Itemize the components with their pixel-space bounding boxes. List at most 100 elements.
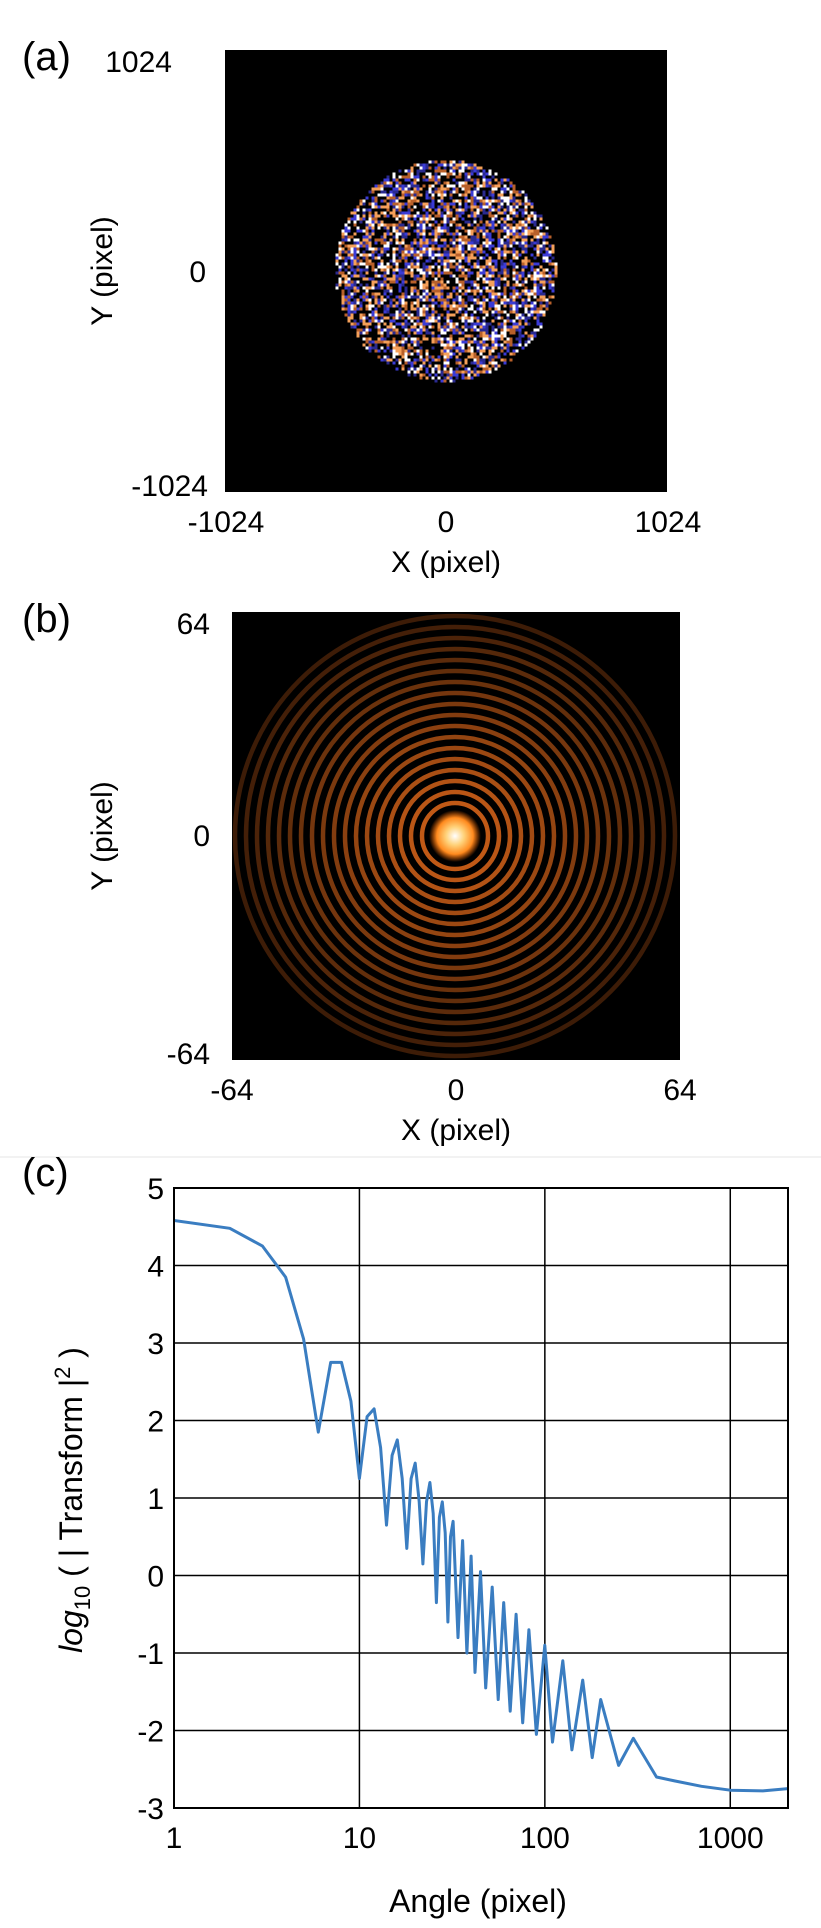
speckle-pixel — [536, 226, 540, 230]
speckle-pixel — [497, 244, 501, 248]
speckle-pixel — [545, 232, 549, 236]
speckle-pixel — [542, 244, 546, 248]
speckle-pixel — [404, 349, 408, 353]
speckle-pixel — [410, 364, 414, 368]
speckle-pixel — [488, 295, 492, 299]
speckle-pixel — [377, 325, 381, 329]
speckle-pixel — [512, 349, 516, 353]
speckle-pixel — [419, 232, 423, 236]
speckle-pixel — [470, 253, 474, 257]
speckle-pixel — [395, 358, 399, 362]
speckle-pixel — [512, 205, 516, 209]
speckle-pixel — [449, 163, 453, 167]
speckle-pixel — [443, 217, 447, 221]
speckle-pixel — [455, 214, 459, 218]
speckle-pixel — [374, 199, 378, 203]
speckle-pixel — [461, 160, 465, 164]
speckle-pixel — [413, 265, 417, 269]
speckle-pixel — [446, 361, 450, 365]
speckle-pixel — [341, 256, 345, 260]
speckle-pixel — [350, 286, 354, 290]
speckle-pixel — [413, 307, 417, 311]
speckle-pixel — [524, 193, 528, 197]
speckle-pixel — [431, 202, 435, 206]
speckle-pixel — [485, 244, 489, 248]
speckle-pixel — [395, 187, 399, 191]
speckle-pixel — [509, 301, 513, 305]
speckle-pixel — [392, 346, 396, 350]
speckle-pixel — [512, 289, 516, 293]
speckle-pixel — [344, 256, 348, 260]
speckle-pixel — [416, 259, 420, 263]
speckle-pixel — [509, 226, 513, 230]
speckle-pixel — [527, 316, 531, 320]
speckle-pixel — [404, 169, 408, 173]
speckle-pixel — [437, 199, 441, 203]
speckle-pixel — [431, 256, 435, 260]
speckle-pixel — [413, 163, 417, 167]
speckle-pixel — [413, 289, 417, 293]
speckle-pixel — [518, 304, 522, 308]
speckle-pixel — [404, 259, 408, 263]
speckle-pixel — [455, 367, 459, 371]
speckle-pixel — [377, 247, 381, 251]
speckle-pixel — [470, 193, 474, 197]
speckle-pixel — [446, 220, 450, 224]
speckle-pixel — [509, 304, 513, 308]
speckle-pixel — [446, 280, 450, 284]
speckle-pixel — [533, 211, 537, 215]
speckle-pixel — [500, 244, 504, 248]
speckle-pixel — [512, 241, 516, 245]
speckle-pixel — [494, 334, 498, 338]
speckle-pixel — [338, 280, 342, 284]
diffraction-ring — [353, 734, 557, 938]
speckle-pixel — [428, 178, 432, 182]
speckle-pixel — [434, 232, 438, 236]
panel-a-ylabel: Y (pixel) — [86, 216, 119, 325]
speckle-pixel — [404, 187, 408, 191]
speckle-pixel — [467, 256, 471, 260]
speckle-pixel — [491, 340, 495, 344]
speckle-pixel — [374, 286, 378, 290]
speckle-pixel — [497, 205, 501, 209]
speckle-pixel — [401, 367, 405, 371]
speckle-pixel — [470, 307, 474, 311]
speckle-pixel — [476, 316, 480, 320]
speckle-pixel — [479, 229, 483, 233]
speckle-pixel — [470, 232, 474, 236]
speckle-pixel — [437, 319, 441, 323]
speckle-pixel — [482, 172, 486, 176]
speckle-pixel — [542, 223, 546, 227]
speckle-pixel — [536, 268, 540, 272]
speckle-pixel — [446, 346, 450, 350]
speckle-pixel — [515, 226, 519, 230]
speckle-pixel — [371, 319, 375, 323]
speckle-pixel — [455, 328, 459, 332]
speckle-pixel — [407, 178, 411, 182]
speckle-pixel — [476, 262, 480, 266]
speckle-pixel — [350, 253, 354, 257]
speckle-pixel — [368, 235, 372, 239]
speckle-pixel — [425, 328, 429, 332]
speckle-pixel — [368, 223, 372, 227]
speckle-pixel — [548, 253, 552, 257]
speckle-pixel — [503, 223, 507, 227]
speckle-pixel — [446, 244, 450, 248]
speckle-pixel — [524, 331, 528, 335]
speckle-pixel — [395, 178, 399, 182]
speckle-pixel — [551, 295, 555, 299]
speckle-pixel — [395, 265, 399, 269]
speckle-pixel — [440, 277, 444, 281]
speckle-pixel — [527, 226, 531, 230]
speckle-pixel — [377, 286, 381, 290]
speckle-pixel — [488, 172, 492, 176]
speckle-pixel — [440, 253, 444, 257]
speckle-pixel — [455, 304, 459, 308]
speckle-pixel — [458, 247, 462, 251]
speckle-pixel — [389, 184, 393, 188]
speckle-pixel — [401, 274, 405, 278]
speckle-pixel — [476, 274, 480, 278]
speckle-pixel — [434, 301, 438, 305]
speckle-pixel — [374, 184, 378, 188]
speckle-pixel — [521, 220, 525, 224]
